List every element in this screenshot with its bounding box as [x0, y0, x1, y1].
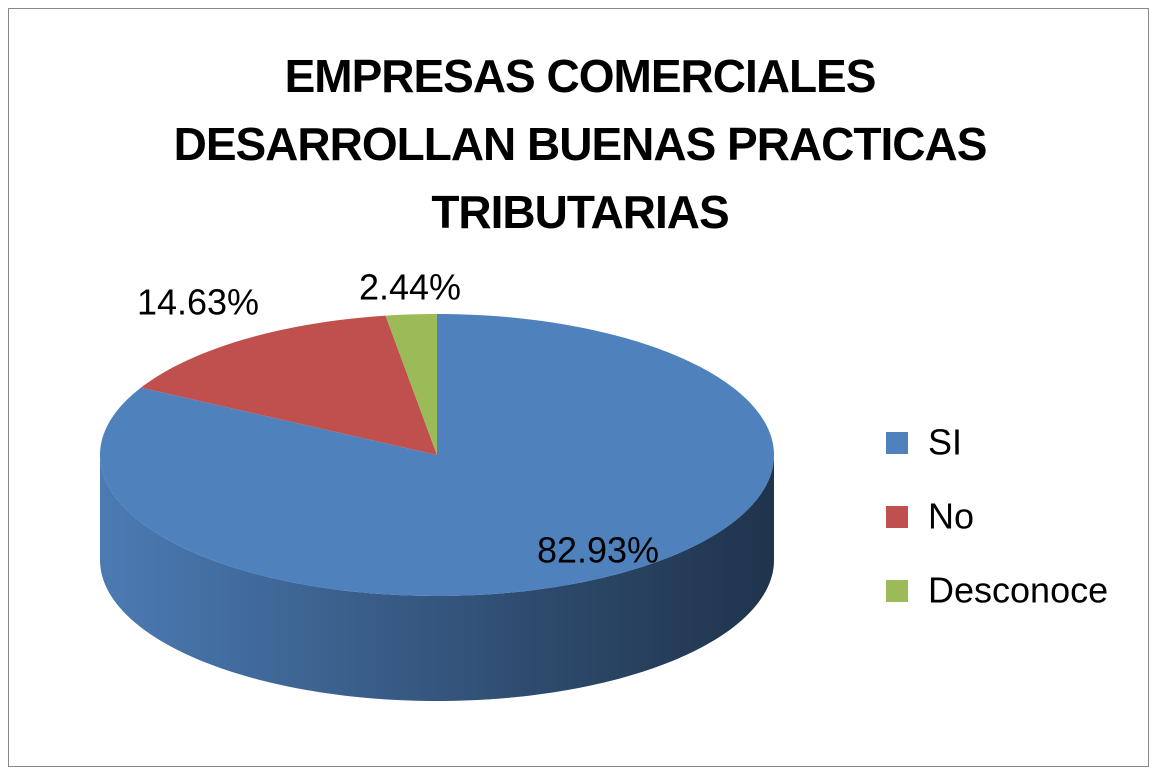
slice-side-shade	[100, 455, 774, 701]
legend-swatch	[886, 580, 908, 602]
legend-label: No	[928, 496, 974, 537]
data-label: 2.44%	[359, 267, 461, 308]
chart-title: EMPRESAS COMERCIALES DESARROLLAN BUENAS …	[173, 50, 988, 238]
legend-label: SI	[928, 422, 962, 463]
chart-border	[8, 8, 1149, 767]
legend-label: Desconoce	[928, 570, 1108, 611]
legend-swatch	[886, 432, 908, 454]
slice	[100, 314, 774, 596]
slice	[140, 315, 437, 455]
legend-swatch	[886, 506, 908, 528]
slice	[385, 314, 437, 455]
data-label: 82.93%	[537, 530, 659, 571]
data-label: 14.63%	[137, 282, 259, 323]
